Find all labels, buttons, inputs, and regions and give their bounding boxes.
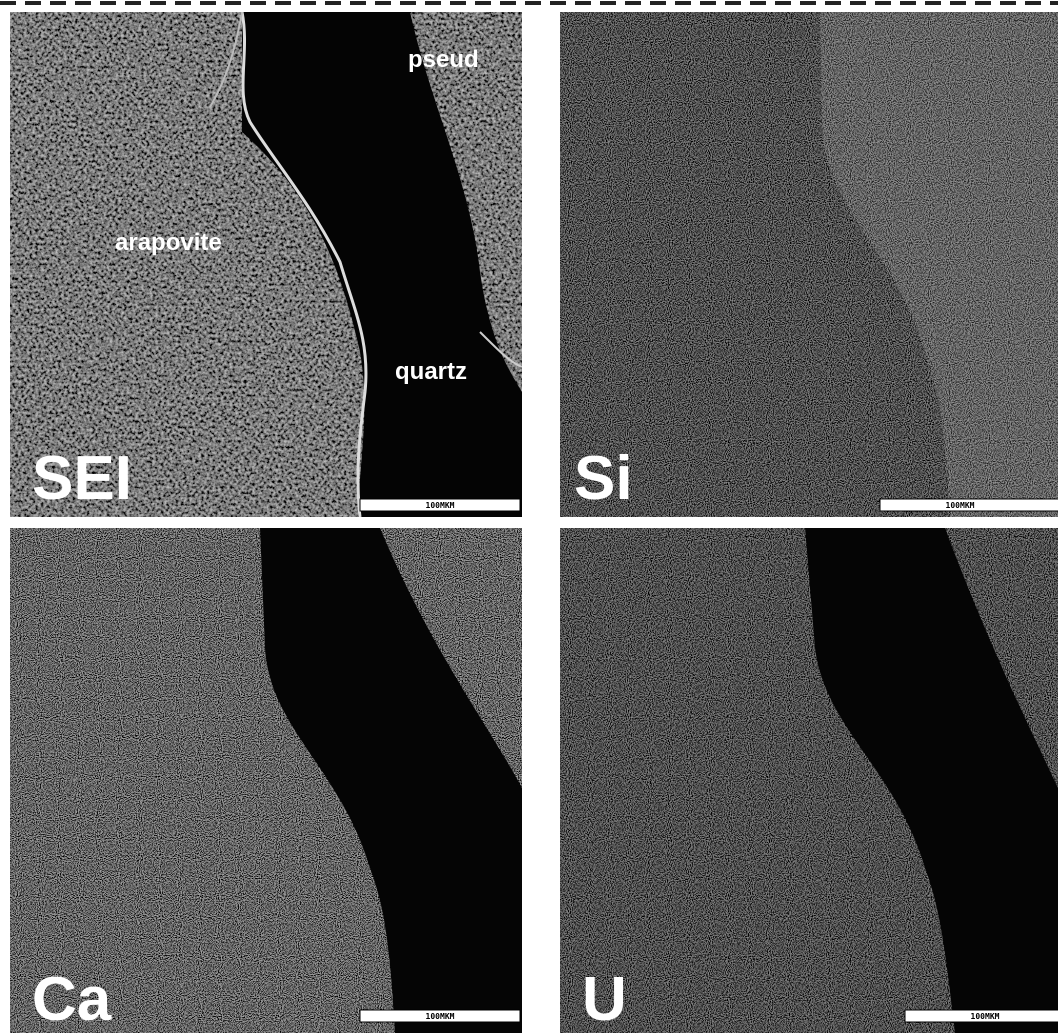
- scale-bar-label: 100MKM: [426, 1012, 455, 1021]
- panel-label: Ca: [32, 965, 112, 1033]
- annotation: arapovite: [115, 229, 222, 256]
- scale-bar-label: 100MKM: [971, 1012, 1000, 1021]
- scale-bar-label: 100MKM: [426, 501, 455, 510]
- panel-label: SEI: [32, 444, 132, 513]
- annotation: quartz: [395, 358, 467, 385]
- panel-ca: Ca 100MKM: [10, 528, 522, 1033]
- panel-si: Si 100MKM: [560, 12, 1058, 517]
- scale-bar-label: 100MKM: [946, 501, 975, 510]
- panel-label: Si: [574, 444, 633, 513]
- panel-u: U 100MKM: [560, 528, 1058, 1033]
- page: pseud arapovite quartz SEI 100MKM Si 100…: [0, 0, 1058, 1033]
- panel-sei: pseud arapovite quartz SEI 100MKM: [10, 12, 522, 517]
- annotation: pseud: [408, 46, 479, 73]
- figure: pseud arapovite quartz SEI 100MKM Si 100…: [0, 0, 1058, 1033]
- panel-label: U: [582, 965, 627, 1033]
